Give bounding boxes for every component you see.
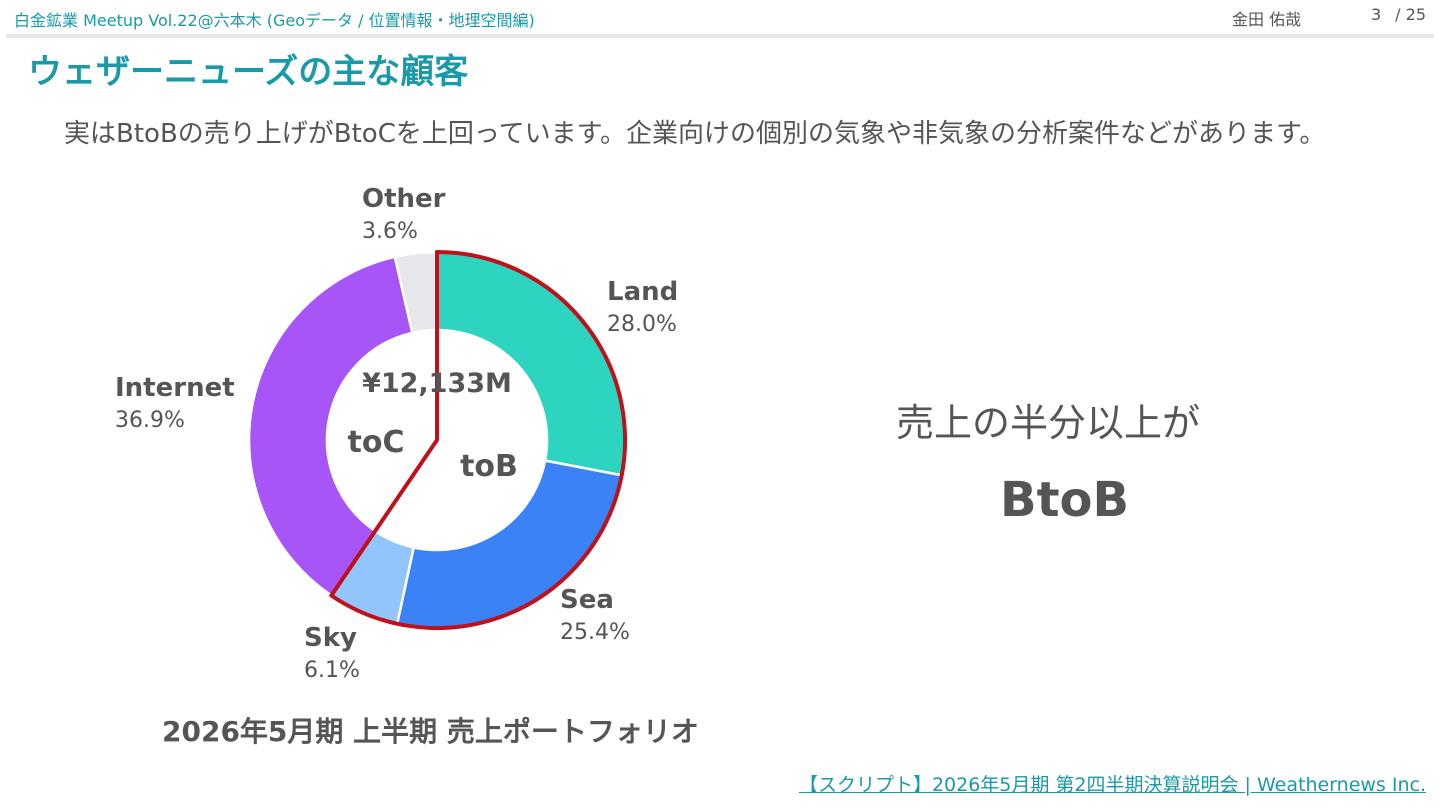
tob-outline: [329, 250, 627, 630]
slide-header: 白金鉱業 Meetup Vol.22@六本木 (Geoデータ / 位置情報・地理…: [0, 0, 1440, 34]
header-divider: [6, 34, 1434, 38]
page-current: 3: [1370, 5, 1382, 24]
chart-slices: [247, 250, 627, 630]
author-name: 金田 佑哉: [1232, 10, 1302, 29]
slice-internet: [247, 255, 414, 598]
group-label-toc: toC: [348, 425, 405, 460]
slice-value-other: 3.6%: [362, 219, 418, 244]
slice-value-sky: 6.1%: [304, 658, 360, 683]
side-emphasis: BtoB: [1000, 472, 1130, 528]
slice-land: [435, 250, 627, 477]
slice-label-internet: Internet: [115, 373, 235, 403]
slide-description: 実はBtoBの売り上げがBtoCを上回っています。企業向けの個別の気象や非気象の…: [64, 119, 1326, 149]
group-label-tob: toB: [460, 449, 518, 484]
chart-center-label: ¥12,133M: [362, 368, 512, 399]
event-title: 白金鉱業 Meetup Vol.22@六本木 (Geoデータ / 位置情報・地理…: [14, 11, 535, 30]
side-text: 売上の半分以上が: [896, 401, 1201, 445]
slice-value-land: 28.0%: [607, 312, 677, 337]
source-link[interactable]: 【スクリプト】2026年5月期 第2四半期決算説明会 | Weathernews…: [798, 774, 1426, 796]
slice-value-sea: 25.4%: [560, 620, 630, 645]
chart-title: 2026年5月期 上半期 売上ポートフォリオ: [162, 715, 699, 748]
slice-label-sea: Sea: [560, 585, 614, 615]
slide-title: ウェザーニューズの主な顧客: [28, 52, 469, 92]
slice-label-other: Other: [362, 184, 446, 214]
slice-label-sky: Sky: [304, 623, 357, 653]
slice-label-land: Land: [607, 277, 678, 307]
slice-value-internet: 36.9%: [115, 408, 185, 433]
page-total: / 25: [1395, 5, 1426, 24]
chart-labels: Land 28.0% Sea 25.4% Sky 6.1% Internet 36.9% Oth…: [115, 184, 678, 683]
page-number: 3 / 25: [1371, 5, 1426, 24]
